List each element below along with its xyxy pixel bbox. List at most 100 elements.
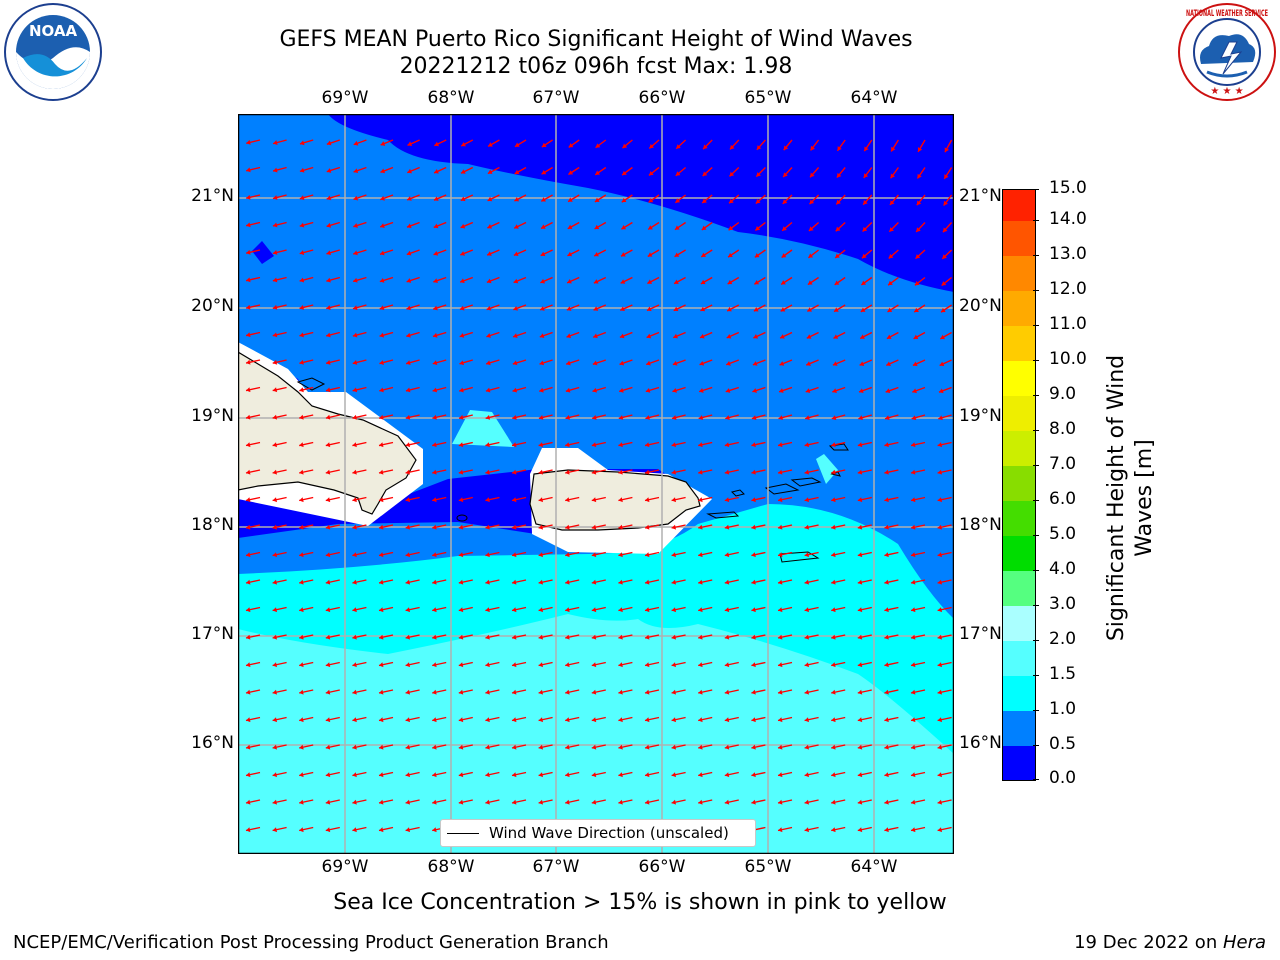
wind-arrow-head bbox=[698, 799, 703, 805]
lat-label-left-17n: 17°N bbox=[191, 624, 234, 644]
wind-arrow-head bbox=[299, 607, 304, 613]
colorbar-tick-label: 2.0 bbox=[1049, 629, 1077, 649]
wind-arrow-head bbox=[804, 442, 810, 448]
wind-arrow-head bbox=[782, 226, 787, 231]
wind-arrow-head bbox=[353, 277, 358, 283]
wind-arrow-head bbox=[779, 361, 785, 366]
wind-arrow-head bbox=[726, 333, 732, 339]
wind-arrow-head bbox=[699, 360, 705, 366]
wind-arrow-head bbox=[486, 333, 491, 338]
wind-arrow-head bbox=[884, 579, 889, 585]
wind-arrow-head bbox=[273, 140, 278, 146]
colorbar-segment bbox=[1003, 466, 1035, 501]
wind-arrow-head bbox=[810, 145, 815, 151]
wind-arrow-head bbox=[246, 497, 251, 503]
wind-arrow-head bbox=[647, 279, 653, 284]
wind-arrow-head bbox=[539, 360, 545, 366]
wind-arrow-head bbox=[299, 552, 304, 558]
wind-arrow-head bbox=[246, 387, 251, 393]
wind-arrow-head bbox=[752, 361, 758, 366]
wind-arrow-head bbox=[778, 579, 783, 585]
wind-arrow-head bbox=[459, 305, 465, 311]
colorbar-segment bbox=[1003, 326, 1035, 361]
wind-arrow-head bbox=[538, 579, 544, 585]
wind-arrow-head bbox=[458, 799, 464, 805]
wind-arrow-head bbox=[565, 469, 570, 475]
wind-arrow-head bbox=[458, 662, 464, 668]
wind-arrow-head bbox=[778, 717, 783, 723]
wind-arrow-head bbox=[405, 717, 411, 723]
wind-arrow-head bbox=[728, 252, 733, 258]
lat-label-left-18n: 18°N bbox=[191, 515, 234, 535]
colorbar-tick-mark bbox=[1033, 640, 1039, 641]
wind-arrow-head bbox=[724, 744, 730, 750]
wind-arrow-head bbox=[674, 279, 679, 284]
wind-arrow-head bbox=[272, 552, 278, 558]
wind-arrow-head bbox=[568, 143, 574, 148]
map-plot bbox=[238, 114, 954, 854]
wind-arrow-head bbox=[352, 607, 357, 613]
colorbar-tick-mark bbox=[1033, 570, 1039, 571]
wind-arrow-head bbox=[246, 524, 251, 530]
wind-arrow-head bbox=[751, 469, 756, 475]
wind-arrow-head bbox=[565, 497, 570, 503]
wind-arrow-head bbox=[911, 579, 916, 585]
wind-arrow-head bbox=[540, 224, 546, 229]
wind-arrow-head bbox=[379, 332, 385, 338]
wind-arrow-head bbox=[432, 662, 437, 668]
wind-arrow-head bbox=[804, 497, 810, 503]
wind-arrow-head bbox=[512, 607, 517, 613]
wind-arrow-head bbox=[405, 634, 411, 640]
lon-label-bottom-65w: 65°W bbox=[744, 857, 792, 877]
wind-arrow-head bbox=[888, 253, 894, 259]
wind-arrow-head bbox=[325, 717, 331, 723]
wind-arrow-head bbox=[944, 147, 950, 153]
wind-arrow-head bbox=[512, 717, 517, 723]
wind-arrow-head bbox=[698, 415, 704, 420]
wind-arrow-head bbox=[726, 361, 731, 366]
wind-arrow-head bbox=[432, 634, 437, 640]
wind-arrow-head bbox=[379, 717, 384, 723]
wind-arrow-head bbox=[485, 799, 490, 805]
colorbar-tick-label: 4.0 bbox=[1049, 559, 1077, 579]
wind-arrow-head bbox=[857, 717, 863, 723]
wind-arrow-head bbox=[405, 607, 411, 613]
wind-arrow-head bbox=[727, 306, 732, 312]
wind-arrow-head bbox=[272, 387, 278, 393]
wind-arrow-head bbox=[645, 799, 650, 805]
wind-arrow-head bbox=[809, 199, 815, 205]
wind-arrow-head bbox=[591, 744, 597, 750]
wind-arrow-head bbox=[698, 744, 703, 750]
wind-arrow-head bbox=[937, 497, 943, 503]
wind-arrow-head bbox=[622, 170, 627, 176]
colorbar-ticks: 0.0 0.5 1.0 1.5 2.0 3.0 4.0 5.0 6.0 7.0 8.0 9.0 10.0… bbox=[1033, 178, 1106, 788]
wind-arrow-head bbox=[756, 145, 762, 150]
wind-arrow-head bbox=[485, 744, 490, 750]
wind-arrow-head bbox=[352, 579, 357, 585]
wind-arrow-head bbox=[645, 772, 650, 778]
wind-arrow-head bbox=[911, 772, 916, 778]
wind-arrow-head bbox=[299, 140, 305, 146]
wind-arrow-head bbox=[379, 278, 385, 283]
wind-arrow-head bbox=[432, 579, 437, 585]
wind-arrow-head bbox=[754, 280, 760, 285]
wind-arrow-head bbox=[751, 634, 756, 640]
wind-arrow-head bbox=[272, 607, 278, 613]
wind-arrow-head bbox=[832, 361, 838, 366]
wind-arrow-head bbox=[859, 388, 864, 394]
wind-arrow-head bbox=[325, 662, 331, 668]
wind-arrow-head bbox=[675, 171, 681, 176]
wind-arrow-head bbox=[671, 579, 677, 585]
wind-arrow-head bbox=[272, 634, 278, 640]
wind-arrow-head bbox=[942, 227, 948, 233]
chart-subtitle: 20221212 t06z 096h fcst Max: 1.98 bbox=[399, 54, 793, 79]
wind-arrow-head bbox=[675, 198, 681, 203]
wind-arrow-head bbox=[724, 634, 730, 640]
wind-arrow-head bbox=[837, 146, 842, 151]
wind-arrow-head bbox=[432, 442, 437, 448]
wind-arrow-head bbox=[487, 251, 492, 256]
wind-arrow-head bbox=[486, 360, 491, 366]
wind-arrow-head bbox=[325, 744, 331, 750]
wind-arrow-head bbox=[621, 224, 627, 230]
colorbar-tick-mark bbox=[1033, 710, 1039, 711]
